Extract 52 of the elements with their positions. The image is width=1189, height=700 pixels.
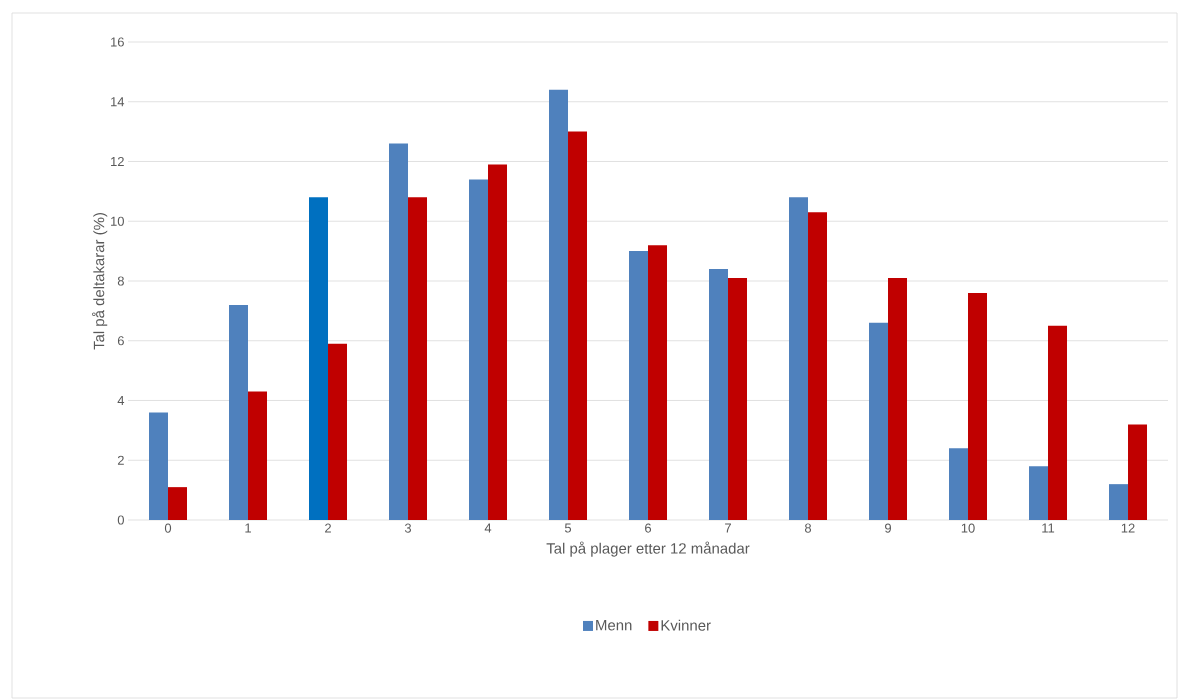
bar (1048, 325, 1068, 520)
bar (168, 487, 187, 520)
y-tick-label: 8 (117, 276, 124, 286)
bar (808, 212, 827, 520)
bar (869, 322, 888, 520)
bar (469, 179, 488, 520)
x-tick-label: 6 (645, 523, 652, 533)
bar (1109, 484, 1129, 520)
x-tick-label: 1 (245, 523, 251, 533)
y-tick-label: 12 (111, 156, 124, 167)
legend-label: Menn (596, 620, 632, 631)
bar (549, 89, 568, 520)
y-tick-label: 2 (117, 455, 124, 465)
y-tick-label: 4 (117, 396, 125, 405)
x-tick-label: 4 (484, 523, 492, 533)
bar (648, 245, 667, 520)
x-tick-label: 7 (725, 523, 731, 533)
bar (709, 269, 728, 520)
bar (968, 292, 987, 520)
bar (888, 278, 907, 520)
x-tick-label: 11 (1042, 523, 1055, 533)
bar (328, 343, 347, 520)
x-tick-label: 12 (1121, 523, 1135, 533)
x-tick-label: 5 (564, 523, 572, 533)
y-tick-label: 16 (111, 37, 124, 47)
bar (789, 197, 808, 520)
y-tick-label: 14 (111, 97, 125, 107)
bar (408, 197, 427, 520)
x-tick-label: 0 (164, 523, 172, 533)
x-tick-label: 8 (804, 523, 812, 533)
bar (488, 164, 507, 520)
bar (389, 143, 408, 520)
bar (229, 304, 248, 520)
bar (1029, 466, 1048, 520)
x-tick-label: 3 (404, 523, 412, 533)
bar (309, 197, 328, 520)
legend-label: Kvinner (661, 619, 711, 631)
x-tick-label: 2 (325, 523, 331, 533)
y-tick-label: 10 (111, 216, 124, 226)
y-tick-label: 0 (117, 515, 124, 525)
x-axis-title: Tal på plager etter 12 månadar (546, 541, 750, 557)
y-axis-title: Tal på deltakarar (%) (92, 213, 108, 350)
bar (949, 448, 968, 520)
x-tick-label: 9 (885, 523, 891, 533)
y-tick-label: 6 (117, 336, 124, 346)
bar (248, 391, 267, 520)
bar (1128, 424, 1148, 520)
x-tick-label: 10 (961, 523, 975, 533)
bar (568, 131, 587, 520)
bar (149, 412, 168, 520)
bar (629, 251, 648, 520)
bar (728, 278, 747, 520)
